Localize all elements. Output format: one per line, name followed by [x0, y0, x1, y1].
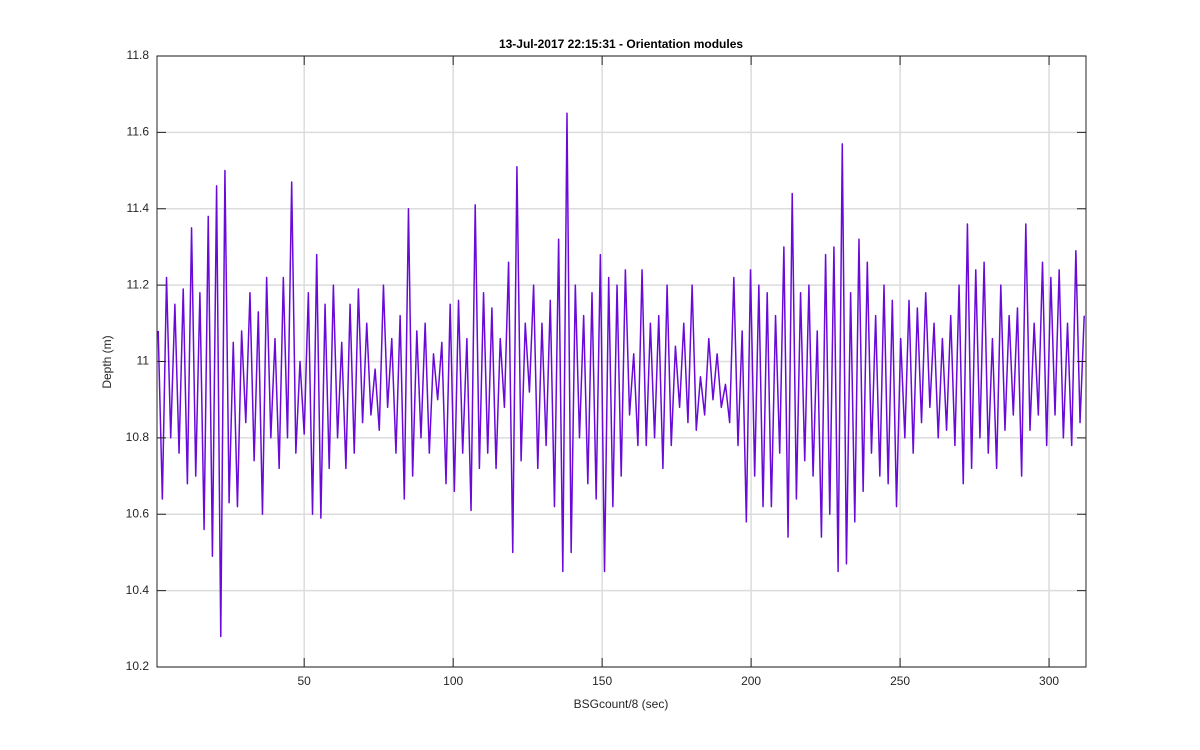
lines [157, 112, 1085, 638]
axes: 50 100 150 200 250 300 10.2 10.4 10.6 10.8 11 11.2 1… [126, 48, 1087, 688]
y-tick-label: 11 [137, 354, 150, 368]
y-tick-label: 11.6 [127, 125, 150, 139]
x-tick-label: 150 [592, 674, 612, 688]
y-tick-label: 10.2 [126, 659, 150, 673]
y-tick-label: 11.8 [127, 48, 150, 62]
y-tick-label: 10.8 [126, 430, 150, 444]
x-tick-label: 250 [890, 674, 910, 688]
x-tick-label: 200 [741, 674, 761, 688]
y-axis-label: Depth (m) [100, 335, 114, 388]
y-tick-label: 11.4 [127, 201, 150, 215]
y-tick-label: 10.4 [126, 583, 150, 597]
chart-title: 13-Jul-2017 22:15:31 - Orientation modul… [499, 37, 743, 51]
x-tick-label: 100 [443, 674, 463, 688]
data-line [157, 112, 1085, 638]
x-tick-label: 300 [1039, 674, 1059, 688]
y-tick-label: 11.2 [127, 277, 150, 291]
x-tick-label: 50 [298, 674, 312, 688]
axes-box [156, 55, 1087, 668]
y-tick-label: 10.6 [126, 506, 150, 520]
x-axis-label: BSGcount/8 (sec) [574, 697, 669, 711]
